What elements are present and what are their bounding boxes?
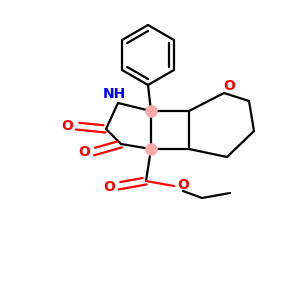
Text: O: O: [78, 145, 90, 159]
Text: NH: NH: [102, 87, 126, 101]
Text: O: O: [223, 79, 235, 93]
Text: O: O: [103, 180, 115, 194]
Text: O: O: [61, 119, 73, 133]
Text: O: O: [177, 178, 189, 192]
